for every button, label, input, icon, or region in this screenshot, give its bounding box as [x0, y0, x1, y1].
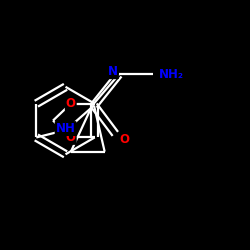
Text: O: O [66, 97, 76, 110]
Text: NH₂: NH₂ [159, 68, 184, 81]
Text: NH: NH [56, 122, 76, 135]
Text: O: O [120, 133, 130, 146]
Text: O: O [66, 131, 76, 144]
Text: N: N [108, 65, 118, 78]
